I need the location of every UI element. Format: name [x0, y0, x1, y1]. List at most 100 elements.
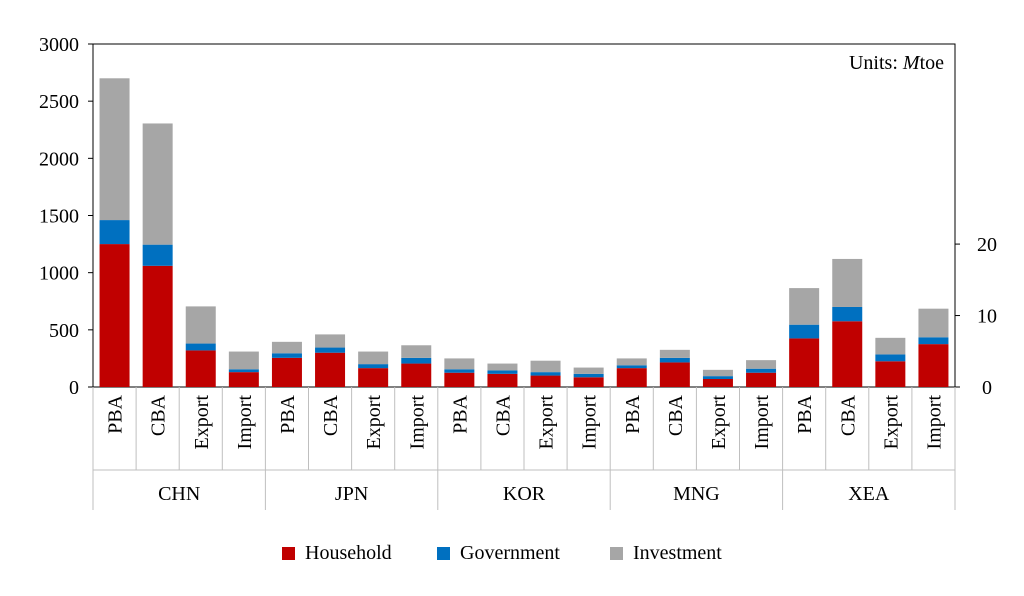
x-category-label: CBA: [320, 394, 342, 436]
y-tick-label: 0: [69, 377, 79, 399]
bar-investment-mng-export: [702, 369, 733, 377]
x-group-label: JPN: [335, 483, 368, 505]
bar-government-jpn-import: [401, 357, 432, 364]
x-group-label: MNG: [673, 483, 720, 505]
x-category-label: Export: [191, 395, 213, 450]
bar-government-kor-import: [573, 373, 604, 378]
x-category-label: CBA: [837, 394, 859, 436]
bar-government-kor-pba: [444, 369, 475, 373]
bar-government-chn-pba: [99, 220, 130, 245]
bar-household-xea-import: [918, 344, 949, 387]
units-variable: M: [902, 52, 920, 74]
bar-government-mng-pba: [616, 365, 647, 369]
chart-axes: [88, 43, 960, 510]
bar-household-kor-pba: [444, 372, 475, 387]
y-tick-label: 2000: [39, 148, 79, 170]
legend-label-household: Household: [305, 541, 392, 564]
bar-government-chn-import: [228, 369, 259, 373]
bar-household-chn-pba: [99, 244, 130, 387]
x-category-label: CBA: [492, 394, 514, 436]
bar-household-jpn-export: [358, 368, 389, 387]
x-category-label: Export: [880, 395, 902, 450]
legend-label-government: Government: [460, 541, 560, 564]
bar-household-chn-cba: [142, 265, 173, 387]
x-category-label: Export: [708, 395, 730, 450]
bar-government-mng-cba: [659, 357, 690, 363]
x-group-label: XEA: [848, 483, 890, 505]
bar-investment-jpn-export: [358, 351, 389, 365]
bar-household-jpn-import: [401, 363, 432, 387]
bar-household-chn-import: [228, 372, 259, 387]
bar-government-xea-pba: [789, 324, 820, 339]
x-category-label: PBA: [794, 394, 816, 433]
x-category-label: Import: [579, 395, 601, 450]
bar-household-jpn-cba: [315, 352, 346, 387]
bar-household-kor-export: [530, 375, 561, 387]
y-tick-label: 1000: [39, 263, 79, 285]
bar-investment-kor-import: [573, 367, 604, 374]
bar-investment-chn-export: [185, 306, 216, 344]
bar-government-mng-import: [746, 368, 777, 373]
bar-household-chn-export: [185, 350, 216, 387]
legend-item-investment: Investment: [610, 540, 722, 566]
bar-investment-chn-import: [228, 351, 259, 370]
y-tick-label: 2500: [39, 91, 79, 113]
bar-household-xea-pba: [789, 338, 820, 387]
bar-investment-mng-pba: [616, 358, 647, 366]
bar-household-xea-cba: [832, 321, 863, 387]
plot-frame: [92, 43, 956, 388]
bar-household-mng-export: [702, 378, 733, 387]
bar-government-xea-export: [875, 354, 906, 362]
chart-bars: [99, 78, 949, 387]
x-category-label: Import: [234, 395, 256, 450]
chart-legend: Household Government Investment: [0, 540, 1024, 566]
bar-investment-jpn-pba: [271, 341, 302, 354]
x-category-label: Import: [751, 395, 773, 450]
x-category-label: Export: [536, 395, 558, 450]
x-category-label: PBA: [277, 394, 299, 433]
x-category-label: Import: [406, 395, 428, 450]
x-category-label: CBA: [148, 394, 170, 436]
legend-item-government: Government: [437, 540, 560, 566]
bar-investment-xea-export: [875, 337, 906, 355]
units-suffix: toe: [919, 52, 944, 74]
units-annotation: Units: Mtoe: [849, 52, 944, 75]
y2-tick-label: 20: [977, 234, 997, 256]
bar-household-mng-pba: [616, 368, 647, 387]
bar-investment-kor-pba: [444, 358, 475, 370]
y-tick-label: 3000: [39, 34, 79, 56]
bar-investment-xea-cba: [832, 258, 863, 307]
y-tick-label: 1500: [39, 206, 79, 228]
bar-investment-chn-cba: [142, 123, 173, 245]
bar-household-mng-import: [746, 372, 777, 387]
bar-government-xea-import: [918, 337, 949, 345]
bar-household-mng-cba: [659, 362, 690, 387]
bar-household-jpn-pba: [271, 357, 302, 387]
x-category-label: PBA: [449, 394, 471, 433]
x-group-label: CHN: [158, 483, 200, 505]
legend-label-investment: Investment: [633, 541, 722, 564]
bar-household-kor-import: [573, 377, 604, 387]
bar-government-mng-export: [702, 376, 733, 379]
legend-item-household: Household: [282, 540, 392, 566]
x-category-label: Import: [923, 395, 945, 450]
bar-investment-jpn-import: [401, 345, 432, 358]
bar-household-xea-export: [875, 361, 906, 387]
x-category-label: PBA: [622, 394, 644, 433]
bar-government-xea-cba: [832, 306, 863, 322]
bar-investment-jpn-cba: [315, 334, 346, 348]
y2-tick-label: 0: [982, 377, 992, 399]
bar-government-jpn-cba: [315, 347, 346, 353]
bar-government-chn-cba: [142, 244, 173, 266]
bar-government-kor-cba: [487, 370, 518, 374]
x-group-label: KOR: [503, 483, 546, 505]
bar-government-kor-export: [530, 372, 561, 376]
x-category-label: CBA: [665, 394, 687, 436]
stacked-bar-chart: 0 500 1000 1500 2000 2500 3000 0 10 20 PBA CBA Expor…: [39, 34, 997, 510]
bar-investment-xea-import: [918, 308, 949, 338]
bar-investment-kor-export: [530, 360, 561, 373]
bar-investment-mng-cba: [659, 349, 690, 358]
chart-labels: 0 500 1000 1500 2000 2500 3000 0 10 20 PBA CBA Expor…: [39, 34, 997, 505]
bar-government-jpn-pba: [271, 353, 302, 358]
x-category-label: Export: [363, 395, 385, 450]
